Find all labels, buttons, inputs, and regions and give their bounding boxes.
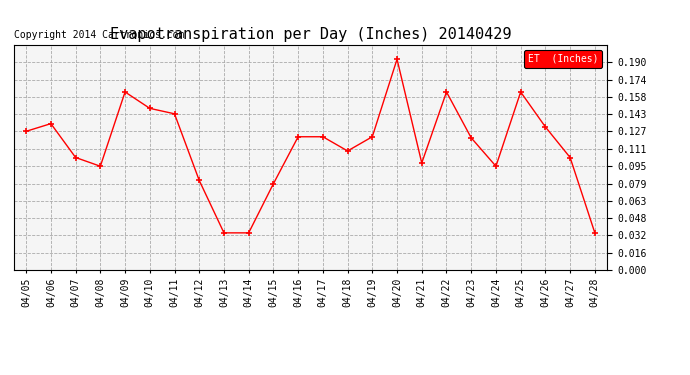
Legend: ET  (Inches): ET (Inches) (524, 50, 602, 68)
Title: Evapotranspiration per Day (Inches) 20140429: Evapotranspiration per Day (Inches) 2014… (110, 27, 511, 42)
Text: Copyright 2014 Cartronics.com: Copyright 2014 Cartronics.com (14, 30, 184, 40)
